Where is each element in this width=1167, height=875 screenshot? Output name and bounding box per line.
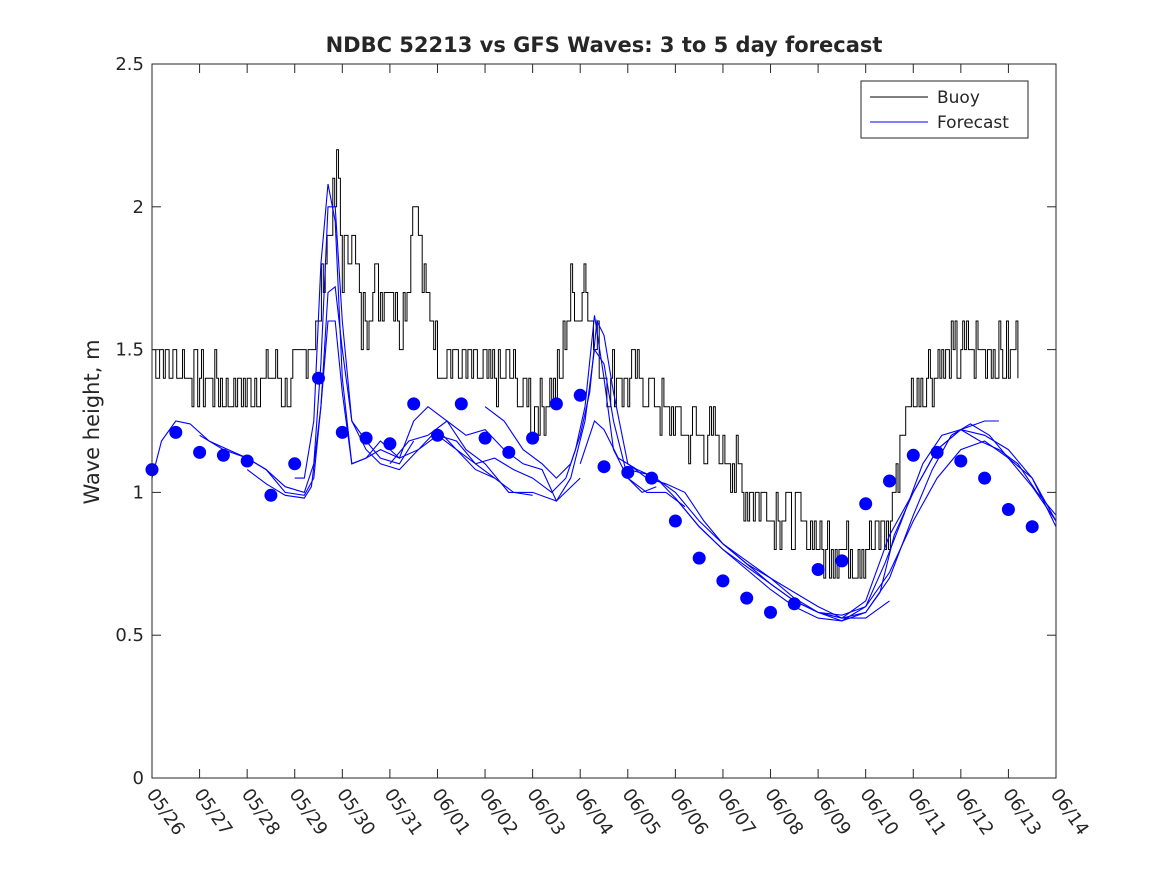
forecast-marker <box>335 425 349 439</box>
forecast-line <box>722 423 1057 619</box>
forecast-marker <box>573 388 587 402</box>
forecast-marker <box>930 445 944 459</box>
forecast-marker <box>978 471 992 485</box>
buoy-line <box>152 149 1019 579</box>
plot-frame <box>151 63 1057 779</box>
legend: Buoy Forecast <box>860 80 1029 139</box>
forecast-line <box>389 348 657 503</box>
forecast-marker <box>621 465 635 479</box>
forecast-line <box>294 183 581 502</box>
forecast-marker <box>811 563 825 576</box>
forecast-marker <box>716 574 730 588</box>
forecast-marker <box>645 471 659 485</box>
forecast-marker <box>787 597 801 611</box>
forecast-marker <box>597 460 611 474</box>
legend-label-forecast: Forecast <box>937 113 1009 133</box>
forecast-marker <box>454 397 468 411</box>
forecast-marker <box>668 514 682 528</box>
forecast-marker <box>883 474 896 488</box>
forecast-marker <box>359 431 373 445</box>
forecast-marker <box>383 437 397 451</box>
y-tick-label: 0 <box>133 768 144 789</box>
forecast-line <box>246 285 533 499</box>
y-tick-label: 2.5 <box>115 54 144 75</box>
forecast-marker <box>1001 503 1015 516</box>
y-tick-label: 2 <box>133 197 144 218</box>
forecast-marker <box>193 445 207 459</box>
forecast-marker <box>692 551 706 565</box>
forecast-marker <box>954 454 968 468</box>
forecast-marker <box>906 448 920 462</box>
forecast-marker <box>264 488 278 502</box>
forecast-marker <box>288 457 302 471</box>
forecast-line <box>674 429 1057 622</box>
forecast-marker <box>478 431 492 445</box>
y-axis-label: Wave height, m <box>80 339 104 504</box>
forecast-marker <box>1025 520 1039 534</box>
forecast-marker <box>526 431 540 445</box>
forecast-marker <box>549 397 563 411</box>
forecast-line <box>484 319 890 619</box>
y-tick-label: 1.5 <box>115 340 144 361</box>
forecast-marker <box>835 554 849 568</box>
forecast-marker <box>740 591 754 605</box>
chart-title: NDBC 52213 vs GFS Waves: 3 to 5 day fore… <box>326 33 883 57</box>
forecast-marker <box>169 425 183 439</box>
forecast-markers <box>145 371 1039 619</box>
forecast-marker <box>502 445 516 459</box>
forecast-marker <box>859 497 873 511</box>
plot-lines <box>151 149 1057 622</box>
forecast-marker <box>431 428 444 442</box>
legend-label-buoy: Buoy <box>937 88 980 108</box>
legend-box <box>860 80 1029 139</box>
forecast-marker <box>764 605 777 619</box>
forecast-marker <box>216 448 230 462</box>
y-tick-label: 1 <box>133 482 144 503</box>
forecast-marker <box>240 454 254 468</box>
y-tick-label: 0.5 <box>115 625 144 646</box>
forecast-marker <box>407 397 421 411</box>
forecast-marker <box>312 371 325 385</box>
